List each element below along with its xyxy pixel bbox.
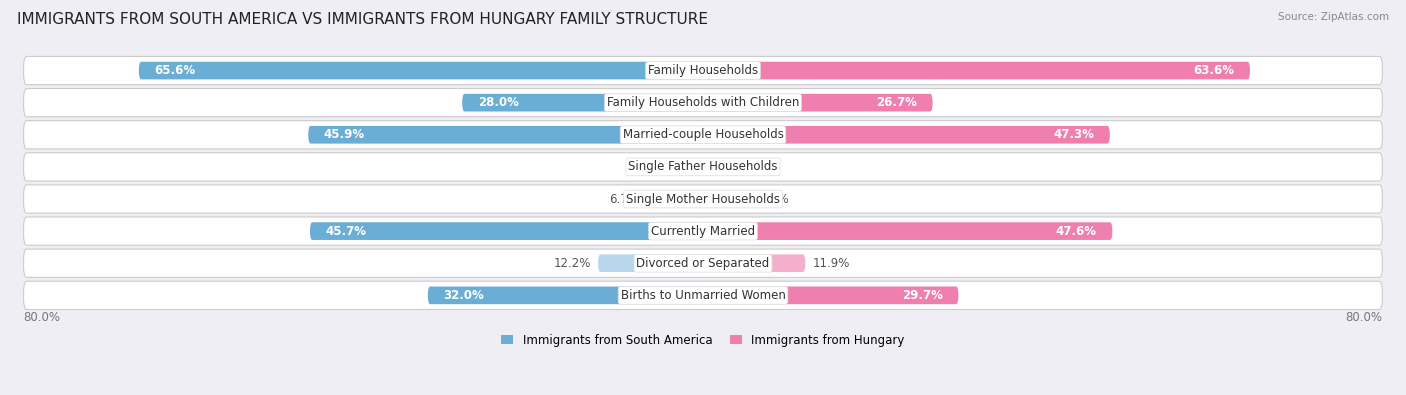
FancyBboxPatch shape: [139, 62, 703, 79]
Text: 2.1%: 2.1%: [728, 160, 758, 173]
FancyBboxPatch shape: [24, 217, 1382, 245]
FancyBboxPatch shape: [24, 88, 1382, 117]
Text: Divorced or Separated: Divorced or Separated: [637, 257, 769, 270]
Text: Single Father Households: Single Father Households: [628, 160, 778, 173]
Text: 80.0%: 80.0%: [1346, 311, 1382, 324]
FancyBboxPatch shape: [703, 94, 932, 111]
FancyBboxPatch shape: [24, 249, 1382, 277]
Text: 45.7%: 45.7%: [325, 225, 367, 238]
Text: Births to Unmarried Women: Births to Unmarried Women: [620, 289, 786, 302]
FancyBboxPatch shape: [703, 286, 959, 304]
FancyBboxPatch shape: [308, 126, 703, 144]
Text: Currently Married: Currently Married: [651, 225, 755, 238]
Text: 28.0%: 28.0%: [478, 96, 519, 109]
Text: 63.6%: 63.6%: [1194, 64, 1234, 77]
Text: 5.7%: 5.7%: [759, 192, 789, 205]
FancyBboxPatch shape: [24, 153, 1382, 181]
FancyBboxPatch shape: [24, 185, 1382, 213]
Legend: Immigrants from South America, Immigrants from Hungary: Immigrants from South America, Immigrant…: [496, 329, 910, 352]
Text: Married-couple Households: Married-couple Households: [623, 128, 783, 141]
FancyBboxPatch shape: [24, 120, 1382, 149]
Text: 65.6%: 65.6%: [155, 64, 195, 77]
Text: Single Mother Households: Single Mother Households: [626, 192, 780, 205]
Text: 12.2%: 12.2%: [554, 257, 591, 270]
FancyBboxPatch shape: [683, 158, 703, 176]
Text: 26.7%: 26.7%: [876, 96, 917, 109]
Text: 6.7%: 6.7%: [609, 192, 638, 205]
FancyBboxPatch shape: [24, 56, 1382, 85]
FancyBboxPatch shape: [24, 281, 1382, 309]
FancyBboxPatch shape: [703, 222, 1112, 240]
FancyBboxPatch shape: [309, 222, 703, 240]
Text: 45.9%: 45.9%: [323, 128, 366, 141]
Text: 2.3%: 2.3%: [647, 160, 676, 173]
FancyBboxPatch shape: [463, 94, 703, 111]
Text: 80.0%: 80.0%: [24, 311, 60, 324]
FancyBboxPatch shape: [703, 158, 721, 176]
FancyBboxPatch shape: [703, 190, 752, 208]
Text: 29.7%: 29.7%: [903, 289, 943, 302]
Text: 47.6%: 47.6%: [1056, 225, 1097, 238]
Text: IMMIGRANTS FROM SOUTH AMERICA VS IMMIGRANTS FROM HUNGARY FAMILY STRUCTURE: IMMIGRANTS FROM SOUTH AMERICA VS IMMIGRA…: [17, 12, 707, 27]
Text: Family Households with Children: Family Households with Children: [607, 96, 799, 109]
Text: 11.9%: 11.9%: [813, 257, 849, 270]
Text: Family Households: Family Households: [648, 64, 758, 77]
FancyBboxPatch shape: [427, 286, 703, 304]
Text: 47.3%: 47.3%: [1053, 128, 1094, 141]
Text: 32.0%: 32.0%: [443, 289, 484, 302]
Text: Source: ZipAtlas.com: Source: ZipAtlas.com: [1278, 12, 1389, 22]
FancyBboxPatch shape: [703, 254, 806, 272]
FancyBboxPatch shape: [598, 254, 703, 272]
FancyBboxPatch shape: [645, 190, 703, 208]
FancyBboxPatch shape: [703, 62, 1250, 79]
FancyBboxPatch shape: [703, 126, 1109, 144]
